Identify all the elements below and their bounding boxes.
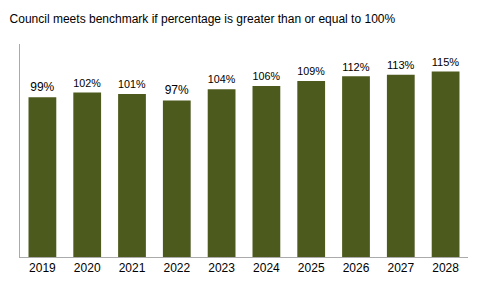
svg-text:2025: 2025 xyxy=(298,261,325,275)
svg-text:101%: 101% xyxy=(118,78,146,90)
svg-text:112%: 112% xyxy=(342,61,370,73)
svg-text:2019: 2019 xyxy=(29,261,56,275)
svg-text:2020: 2020 xyxy=(74,261,101,275)
svg-text:2027: 2027 xyxy=(387,261,414,275)
svg-text:115%: 115% xyxy=(432,56,460,68)
svg-text:Council meets benchmark if per: Council meets benchmark if percentage is… xyxy=(10,12,396,26)
svg-text:2026: 2026 xyxy=(343,261,370,275)
svg-text:109%: 109% xyxy=(297,65,325,77)
svg-text:113%: 113% xyxy=(387,59,415,71)
svg-text:97%: 97% xyxy=(165,83,189,97)
svg-text:2022: 2022 xyxy=(163,261,190,275)
svg-text:2023: 2023 xyxy=(208,261,235,275)
svg-text:104%: 104% xyxy=(208,73,236,85)
svg-text:2028: 2028 xyxy=(432,261,459,275)
svg-text:102%: 102% xyxy=(73,77,101,89)
svg-text:2024: 2024 xyxy=(253,261,280,275)
svg-text:2021: 2021 xyxy=(119,261,146,275)
svg-text:106%: 106% xyxy=(253,70,281,82)
svg-text:99%: 99% xyxy=(30,80,54,94)
